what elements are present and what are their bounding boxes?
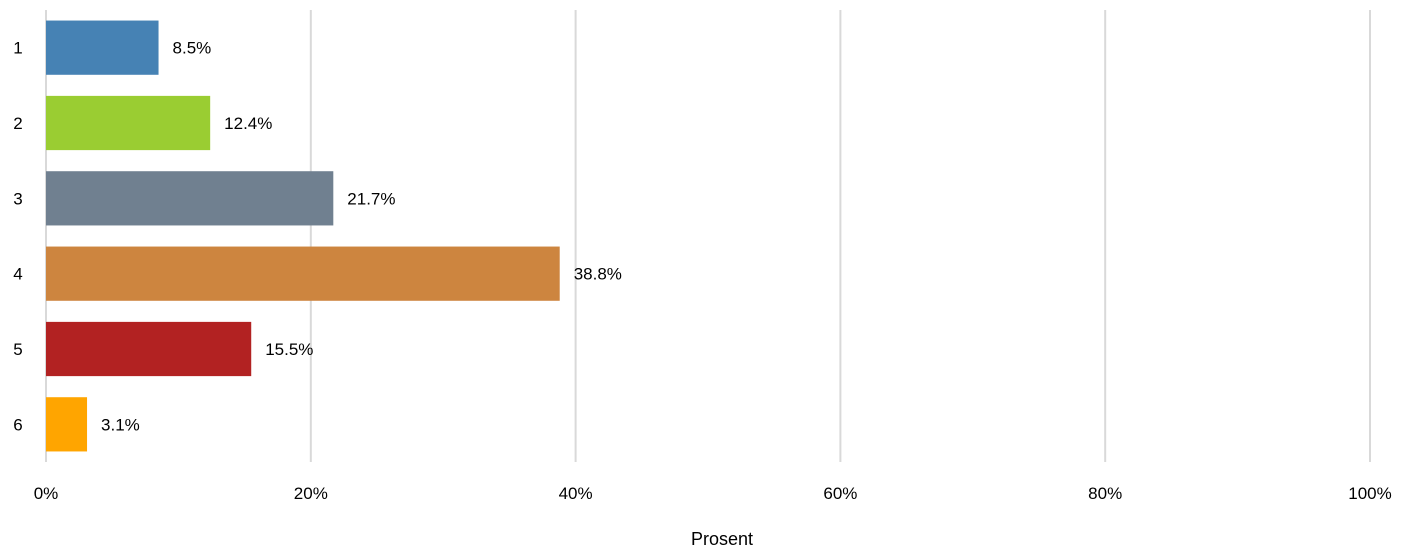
category-label: 4: [13, 265, 22, 284]
bar-5: [46, 321, 252, 377]
data-label: 3.1%: [101, 415, 140, 434]
category-label: 1: [13, 39, 22, 58]
category-labels: 1 2 3 4 5 6: [13, 39, 22, 435]
data-label: 12.4%: [224, 114, 272, 133]
x-tick-label: 80%: [1088, 484, 1122, 503]
x-axis-title: Prosent: [691, 529, 753, 549]
x-tick-label: 40%: [559, 484, 593, 503]
category-label: 2: [13, 114, 22, 133]
category-label: 5: [13, 340, 22, 359]
x-tick-label: 0%: [34, 484, 59, 503]
gridlines: [45, 10, 1371, 462]
category-label: 6: [13, 415, 22, 434]
x-axis-ticks: 0% 20% 40% 60% 80% 100%: [34, 484, 1392, 503]
data-label: 15.5%: [265, 340, 313, 359]
bar-1: [46, 20, 159, 75]
data-label: 38.8%: [574, 265, 622, 284]
data-label: 21.7%: [347, 189, 395, 208]
x-tick-label: 100%: [1348, 484, 1391, 503]
category-label: 3: [13, 189, 22, 208]
data-labels: 8.5% 12.4% 21.7% 38.8% 15.5% 3.1%: [101, 39, 622, 435]
bar-6: [46, 397, 88, 452]
bar-4: [46, 246, 560, 301]
bar-3: [46, 171, 334, 226]
bar-2: [46, 95, 211, 151]
data-label: 8.5%: [173, 39, 212, 58]
x-tick-label: 60%: [823, 484, 857, 503]
x-tick-label: 20%: [294, 484, 328, 503]
bars: [46, 20, 560, 452]
